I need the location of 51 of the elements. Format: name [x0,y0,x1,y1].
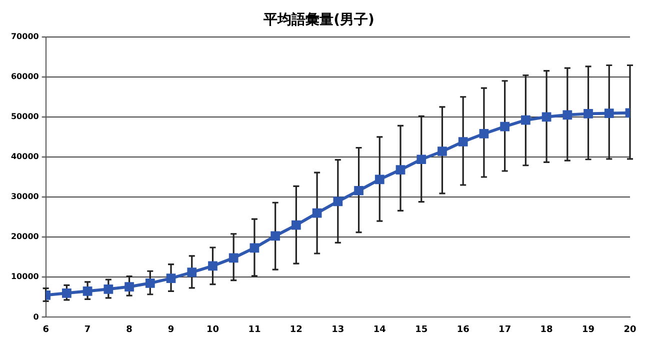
point [270,231,280,241]
x-tick-label: 18 [540,324,553,335]
point [438,146,447,156]
point [228,253,238,263]
point [187,268,197,278]
point [500,122,510,132]
point [479,129,489,138]
point [521,115,530,125]
x-tick-label: 8 [126,324,132,335]
x-tick-label: 12 [290,324,302,335]
y-tick-label: 40000 [10,152,40,162]
x-tick-label: 15 [415,324,428,335]
point [374,174,384,184]
y-tick-label: 20000 [10,232,40,242]
point [416,154,426,164]
x-tick-label: 9 [168,324,174,335]
x-tick-label: 13 [332,324,344,335]
point [458,137,468,146]
y-tick-label: 30000 [10,192,40,202]
y-tick-label: 50000 [10,112,40,121]
x-tick-label: 10 [206,324,220,335]
x-tick-label: 7 [84,324,91,335]
x-tick-label: 14 [373,324,386,335]
point [166,274,176,284]
x-tick-label: 16 [456,324,470,335]
point [604,108,614,118]
point [124,282,134,292]
x-tick-label: 20 [624,324,636,335]
y-tick-label: 10000 [10,272,40,282]
point [333,196,343,206]
chart-title: 平均語彙量(男子) [262,11,374,28]
x-tick-label: 17 [498,324,512,335]
point [292,220,301,230]
y-tick-label: 0 [33,312,40,322]
point [396,165,406,174]
point [208,261,218,271]
y-tick-label: 70000 [10,32,40,41]
point [104,284,114,294]
point [82,286,92,296]
point [354,186,364,196]
point [542,112,552,122]
point [250,243,260,253]
point [584,109,593,118]
point [62,288,72,298]
point [312,208,322,218]
x-tick-label: 6 [42,324,49,335]
x-tick-label: 19 [582,324,595,335]
point [145,278,155,288]
x-tick-label: 11 [248,324,261,335]
y-tick-label: 60000 [10,72,40,81]
point [562,110,572,120]
